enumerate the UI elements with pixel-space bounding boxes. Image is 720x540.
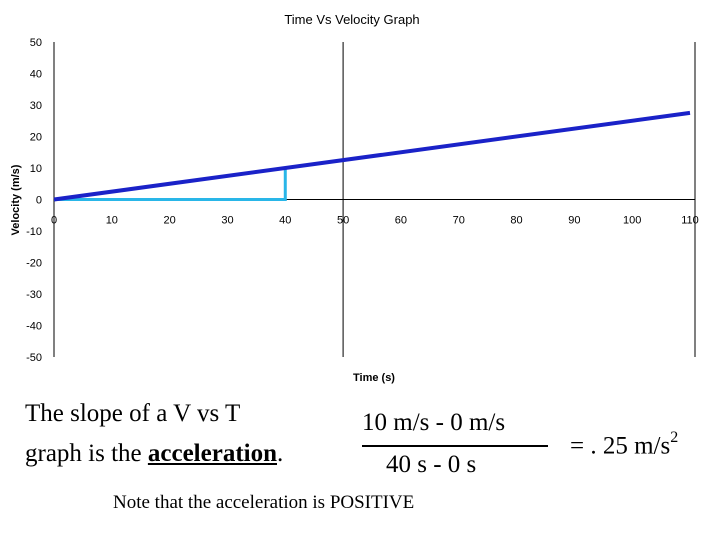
x-tick-label: 110: [681, 215, 699, 227]
x-tick-label: 10: [106, 215, 118, 227]
x-tick-label: 20: [164, 215, 176, 227]
x-tick-label: 40: [279, 215, 291, 227]
y-tick-label: -40: [26, 321, 42, 333]
line2-suffix: .: [277, 440, 284, 467]
velocity-chart: Time Vs Velocity Graph Velocity (m/s) Ti…: [10, 12, 699, 384]
y-tick-label: 10: [30, 163, 42, 175]
x-axis-label: Time (s): [353, 372, 395, 384]
y-tick-label: 50: [30, 37, 42, 49]
slope-result: = . 25 m/s2: [570, 429, 679, 460]
x-tick-label: 100: [623, 215, 641, 227]
velocity-series-line: [53, 110, 691, 202]
x-tick-label: 90: [568, 215, 580, 227]
y-tick-label: 20: [30, 132, 42, 144]
y-tick-label: 30: [30, 100, 42, 112]
x-tick-label: 80: [510, 215, 522, 227]
y-tick-label: 40: [30, 69, 42, 81]
fraction-denominator: 40 s - 0 s: [386, 451, 477, 478]
x-tick-label: 60: [395, 215, 407, 227]
y-tick-label: -50: [26, 352, 42, 364]
y-tick-label: -20: [26, 258, 42, 270]
slope-triangle: [54, 168, 287, 201]
chart-title: Time Vs Velocity Graph: [284, 12, 419, 27]
x-tick-label: 0: [51, 215, 57, 227]
line2-prefix: graph is the: [25, 440, 148, 467]
slope-explanation-line2: graph is the acceleration.: [25, 437, 283, 471]
y-axis-label: Velocity (m/s): [10, 164, 22, 235]
fraction-numerator: 10 m/s - 0 m/s: [362, 409, 506, 436]
x-tick-label: 30: [221, 215, 233, 227]
y-tick-label: 0: [36, 195, 42, 207]
positive-acceleration-note: Note that the acceleration is POSITIVE: [113, 492, 415, 513]
result-exponent: 2: [670, 429, 679, 446]
fraction-bar: [362, 445, 548, 447]
y-tick-label: -30: [26, 289, 42, 301]
result-value: = . 25 m/s: [570, 432, 671, 460]
x-tick-label: 50: [337, 215, 349, 227]
slope-explanation-line1: The slope of a V vs T: [25, 400, 241, 427]
x-tick-label: 70: [453, 215, 465, 227]
acceleration-word: acceleration: [147, 440, 277, 467]
y-tick-label: -10: [26, 226, 42, 238]
